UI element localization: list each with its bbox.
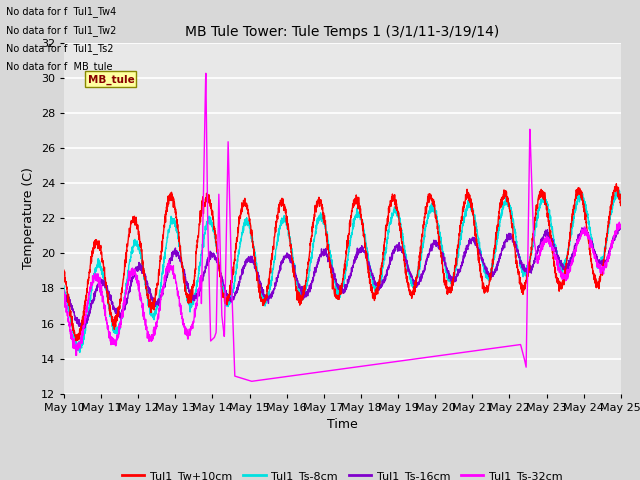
X-axis label: Time: Time: [327, 418, 358, 431]
Title: MB Tule Tower: Tule Temps 1 (3/1/11-3/19/14): MB Tule Tower: Tule Temps 1 (3/1/11-3/19…: [185, 25, 500, 39]
Text: No data for f  MB_tule: No data for f MB_tule: [6, 61, 113, 72]
Text: No data for f  Tul1_Tw2: No data for f Tul1_Tw2: [6, 24, 116, 36]
Text: MB_tule: MB_tule: [88, 75, 135, 85]
Y-axis label: Temperature (C): Temperature (C): [22, 168, 35, 269]
Text: No data for f  Tul1_Tw4: No data for f Tul1_Tw4: [6, 6, 116, 17]
Legend: Tul1_Tw+10cm, Tul1_Ts-8cm, Tul1_Ts-16cm, Tul1_Ts-32cm: Tul1_Tw+10cm, Tul1_Ts-8cm, Tul1_Ts-16cm,…: [118, 467, 567, 480]
Text: No data for f  Tul1_Ts2: No data for f Tul1_Ts2: [6, 43, 114, 54]
